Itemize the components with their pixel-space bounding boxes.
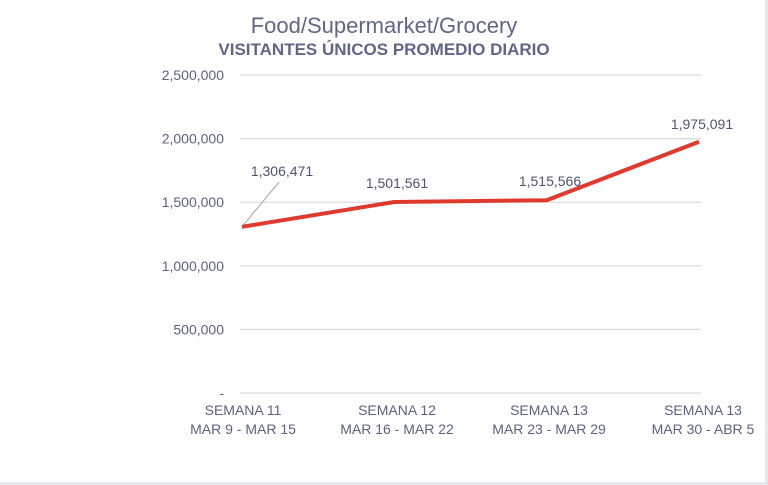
data-label: 1,975,091 xyxy=(671,116,733,132)
data-label: 1,501,561 xyxy=(366,175,428,191)
data-label: 1,306,471 xyxy=(251,163,313,179)
series-line xyxy=(241,139,700,229)
x-tick-label: MAR 9 - MAR 15 xyxy=(190,421,296,437)
x-tick-label: SEMANA 12 xyxy=(358,402,436,418)
y-tick-label: 2,500,000 xyxy=(162,67,224,83)
data-label-leader-line xyxy=(241,181,280,228)
x-tick-label: MAR 16 - MAR 22 xyxy=(340,421,454,437)
x-tick-label: SEMANA 13 xyxy=(510,402,588,418)
chart-subtitle: VISITANTES ÚNICOS PROMEDIO DIARIO xyxy=(218,40,550,59)
y-tick-label: 2,000,000 xyxy=(162,131,224,147)
chart-title: Food/Supermarket/Grocery xyxy=(250,13,518,38)
x-tick-label: MAR 23 - MAR 29 xyxy=(492,421,606,437)
x-tick-label: SEMANA 13 xyxy=(664,402,742,418)
y-tick-label: 1,500,000 xyxy=(162,194,224,210)
data-label: 1,515,566 xyxy=(519,173,581,189)
y-tick-label: 1,000,000 xyxy=(162,258,224,274)
y-tick-label: - xyxy=(219,385,224,401)
x-tick-label: SEMANA 11 xyxy=(205,402,282,418)
y-tick-label: 500,000 xyxy=(173,321,224,337)
x-tick-label: MAR 30 - ABR 5 xyxy=(652,421,755,437)
